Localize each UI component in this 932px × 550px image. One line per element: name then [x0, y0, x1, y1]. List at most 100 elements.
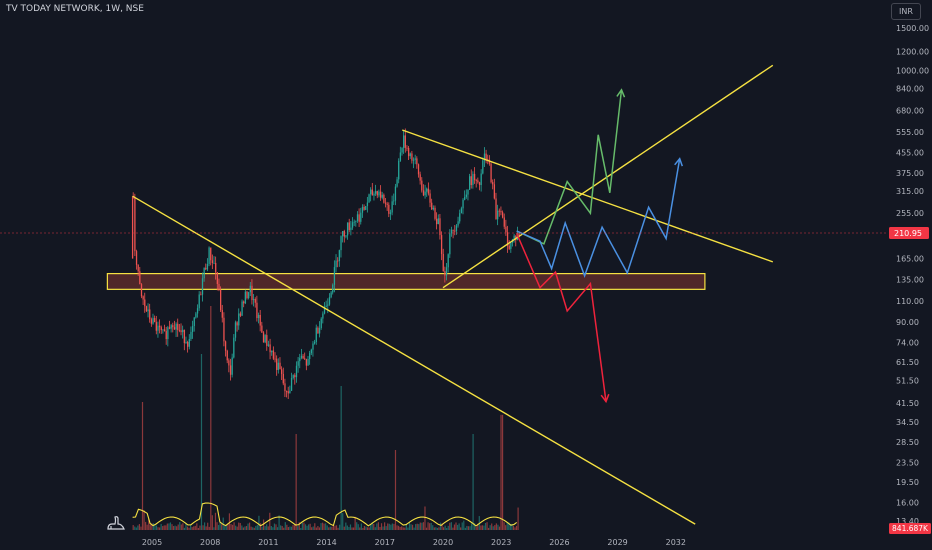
candle [358, 214, 360, 222]
support-zone[interactable] [106, 273, 706, 290]
volume-bar [196, 523, 198, 530]
volume-bar [474, 523, 476, 530]
x-tick-label: 2008 [200, 538, 220, 547]
volume-bar [388, 523, 390, 530]
volume-bar [245, 526, 248, 530]
candle [300, 355, 303, 358]
volume-bar [380, 523, 383, 530]
volume-bar [402, 527, 404, 530]
x-tick-label: 2014 [316, 538, 336, 547]
volume-bar [374, 527, 376, 530]
candle [180, 330, 182, 333]
candle [274, 358, 276, 360]
symbol-title[interactable]: TV TODAY NETWORK, 1W, NSE [6, 4, 144, 14]
bull-projection-path[interactable] [516, 89, 623, 245]
y-tick-label: 23.50 [896, 458, 919, 467]
volume-bar [345, 522, 347, 530]
candle [248, 292, 250, 299]
volume-bar [328, 527, 330, 530]
candle [310, 349, 312, 354]
volume-bar [179, 522, 181, 530]
candle [264, 335, 266, 343]
volume-bar [163, 525, 165, 530]
volume-bar [292, 525, 294, 530]
candle [183, 329, 186, 344]
x-tick-label: 2026 [549, 538, 569, 547]
volume-bar [483, 525, 485, 530]
volume-bar [506, 522, 508, 530]
candle [440, 235, 443, 254]
trendline[interactable] [442, 64, 774, 289]
candle [150, 319, 153, 324]
volume-bar [236, 526, 238, 530]
y-tick-label: 51.50 [896, 376, 919, 385]
trendline[interactable] [132, 195, 696, 525]
candle [417, 164, 420, 175]
candle [234, 322, 237, 338]
volume-bar [250, 526, 252, 530]
candle [266, 335, 268, 346]
volume-bar [200, 354, 203, 530]
candle [134, 197, 136, 252]
candle [462, 199, 464, 209]
candle [320, 318, 322, 329]
candle [299, 357, 301, 362]
trendline[interactable] [402, 129, 774, 263]
volume-bar [252, 527, 254, 530]
candle [327, 304, 329, 306]
volume-bar [191, 527, 193, 530]
volume-bar [342, 513, 344, 530]
volume-bar [410, 524, 412, 530]
volume-bar [472, 434, 474, 530]
volume-bar [289, 526, 291, 530]
volume-bar [148, 518, 150, 530]
volume-bar [509, 523, 511, 530]
volume-bar [249, 522, 251, 530]
candle [191, 326, 194, 332]
volume-bar [399, 527, 401, 530]
volume-bar [138, 524, 141, 530]
candle [201, 278, 204, 295]
volume-bar [461, 522, 463, 530]
candle [305, 359, 308, 366]
candle [407, 148, 410, 157]
volume-bar [286, 524, 288, 530]
candle [342, 231, 344, 237]
candle [414, 158, 416, 160]
candle [468, 176, 471, 190]
volume-bar [228, 513, 231, 530]
volume-bar [166, 523, 168, 530]
volume-bar [514, 527, 516, 530]
volume-bar [290, 526, 293, 530]
volume-bar [481, 525, 483, 530]
currency-button[interactable]: INR [891, 3, 921, 20]
volume-bar [458, 523, 460, 530]
y-tick-label: 255.00 [896, 209, 924, 218]
candle [480, 173, 482, 185]
candle [139, 271, 141, 285]
volume-bar [276, 527, 279, 530]
candle [219, 290, 222, 311]
bull-projection-path-arrowhead [616, 88, 626, 98]
tradingview-dino-icon[interactable] [106, 515, 126, 531]
volume-bar [182, 523, 184, 530]
bear-projection-path[interactable] [516, 233, 607, 402]
volume-label: 841.687K [892, 524, 929, 533]
volume-bar [203, 522, 206, 530]
volume-bar [261, 526, 263, 530]
candle [206, 263, 209, 270]
volume-bar [492, 526, 494, 530]
volume-bar [397, 525, 400, 530]
volume-bar [174, 525, 176, 530]
candle [167, 327, 169, 340]
candle [165, 331, 167, 340]
volume-bar [480, 525, 482, 530]
volume-bar [216, 522, 218, 530]
y-tick-label: 110.00 [896, 297, 924, 306]
base-projection-path[interactable] [516, 158, 681, 278]
volume-bar [405, 524, 407, 530]
candle [437, 218, 439, 225]
volume-bar [488, 527, 490, 530]
candle [135, 251, 138, 265]
